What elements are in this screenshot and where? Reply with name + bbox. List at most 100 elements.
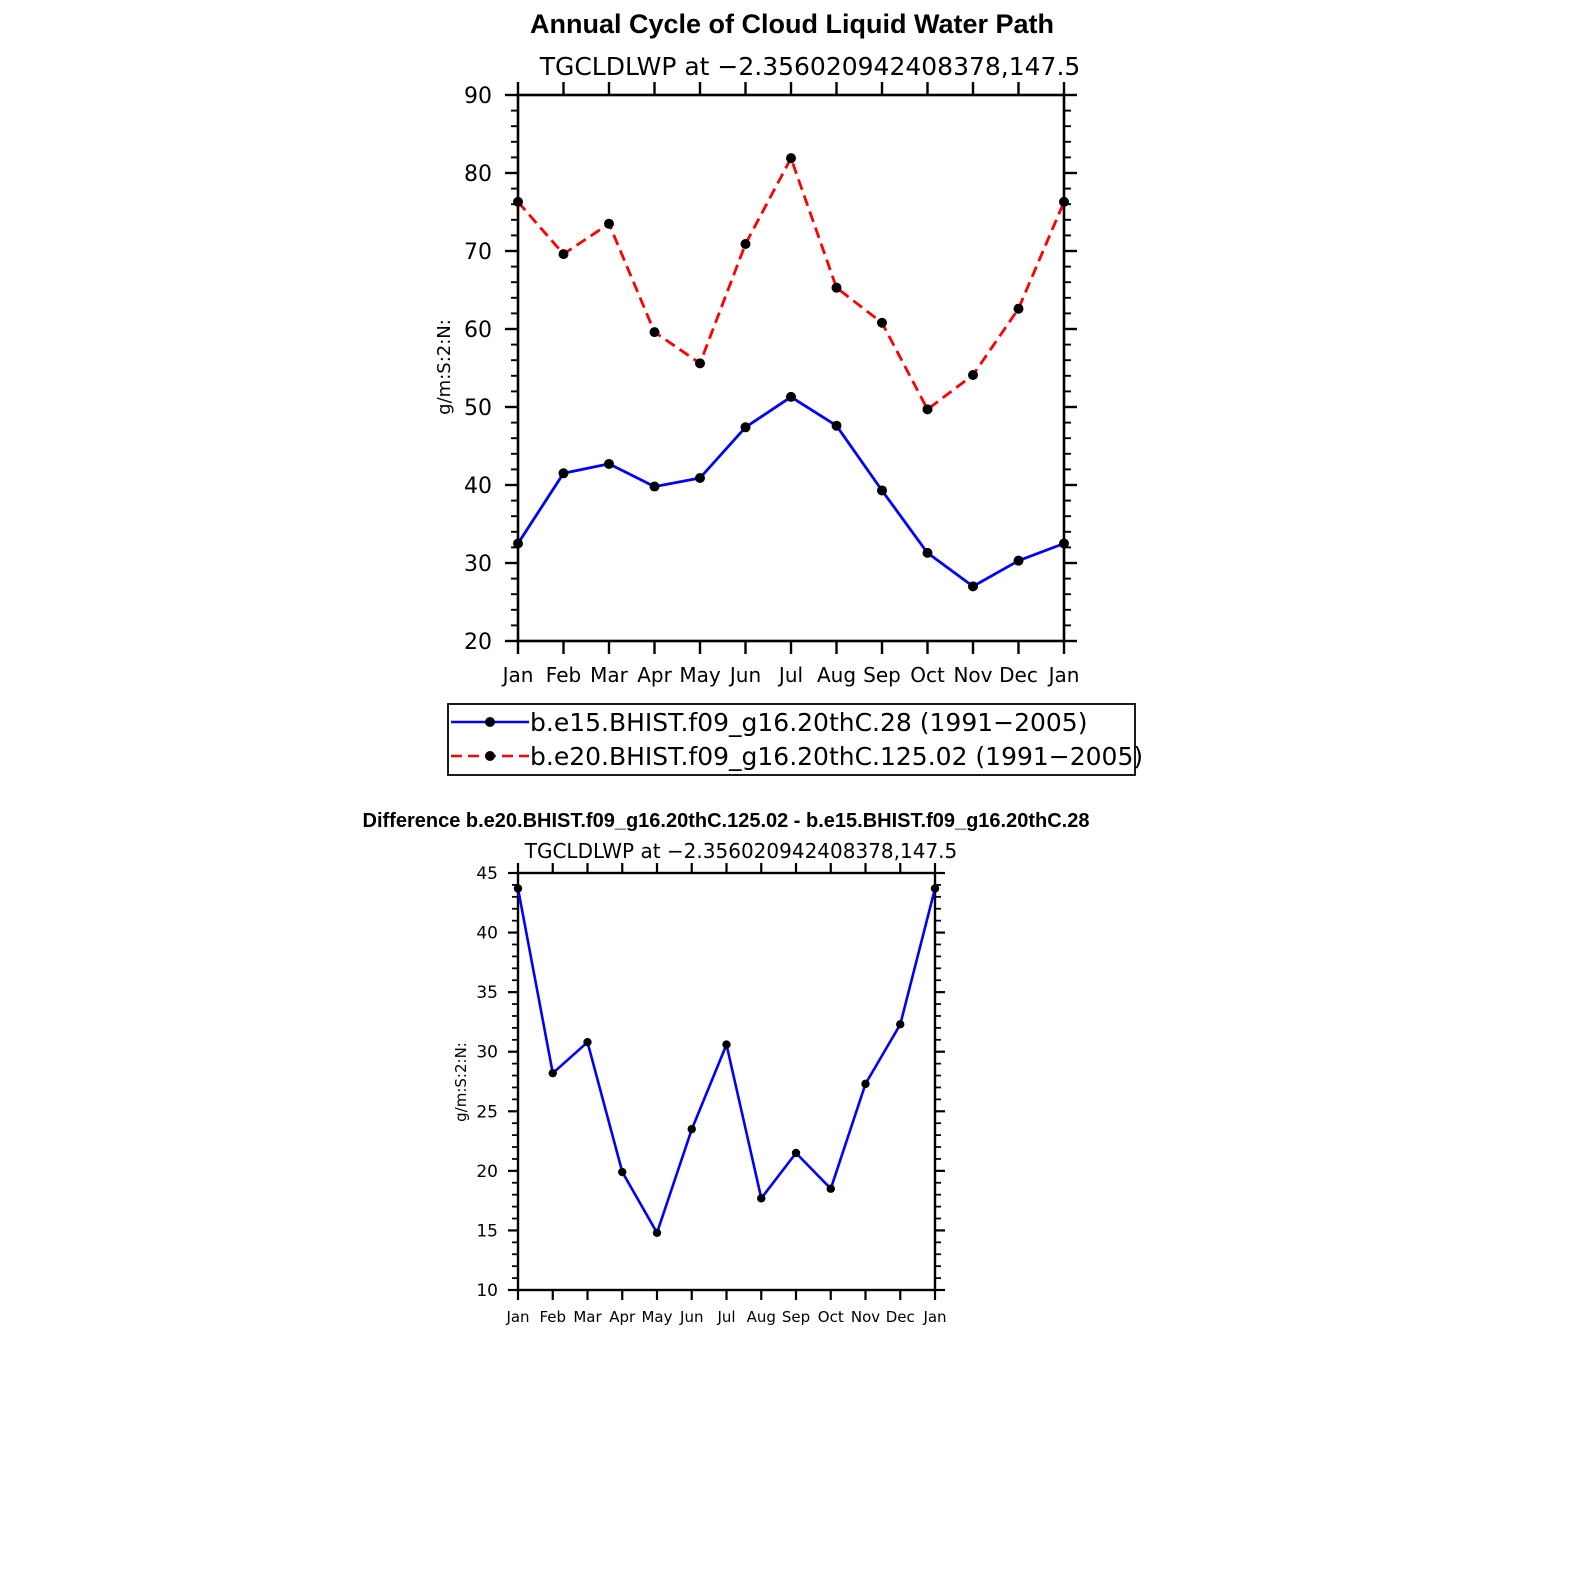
series-line-1 <box>516 888 937 1235</box>
y-tick-label: 70 <box>464 240 492 265</box>
x-tick-label: Dec <box>886 1308 915 1326</box>
x-tick-label: Apr <box>637 663 672 687</box>
x-tick-label: Jul <box>716 1308 735 1326</box>
data-point <box>1013 303 1024 314</box>
data-point <box>968 581 978 592</box>
data-point <box>786 391 796 402</box>
x-tick-label: Jan <box>505 1308 529 1326</box>
x-tick-label: Dec <box>999 663 1038 687</box>
plot-frame <box>516 93 1066 643</box>
legend-box <box>447 703 1136 776</box>
y-tick-label: 30 <box>464 552 492 577</box>
data-point <box>513 196 523 207</box>
chart2-ylabel: g/m:S:2:N: <box>452 1042 470 1122</box>
data-point <box>740 422 751 433</box>
y-tick-label: 80 <box>464 162 492 187</box>
chart1-axes: 20 30 40 50 60 70 80 90 Jan Feb Mar Apr May Jun Jul Aug… <box>464 82 1079 687</box>
y-tick-label: 45 <box>476 864 498 884</box>
y-tick-label: 30 <box>476 1043 498 1063</box>
data-point <box>930 884 940 893</box>
y-tick-label: 60 <box>464 318 492 343</box>
legend-label-series-2: b.e20.BHIST.f09_g16.20thC.125.02 (1991−2… <box>530 742 1143 771</box>
x-tick-label: Aug <box>747 1308 776 1326</box>
data-point <box>831 420 842 431</box>
x-tick-label: Feb <box>539 1308 566 1326</box>
data-point <box>968 370 978 381</box>
chart1-plot-area <box>513 153 1069 592</box>
data-point <box>695 472 705 483</box>
x-tick-label: Sep <box>782 1308 810 1326</box>
data-point <box>618 1167 627 1177</box>
chart2-axes: 10 15 20 25 30 35 40 45 Jan Feb Mar Apr May Jun Jul Aug… <box>476 863 947 1326</box>
data-point <box>922 547 933 558</box>
x-tick-label: Apr <box>609 1308 636 1326</box>
y-tick-label: 25 <box>476 1102 498 1122</box>
legend-swatch-marker-series-2 <box>485 751 495 761</box>
x-tick-label: Nov <box>851 1308 880 1326</box>
y-tick-label: 40 <box>464 474 492 499</box>
data-point <box>604 458 614 469</box>
data-point <box>513 538 523 549</box>
chart1-title: Annual Cycle of Cloud Liquid Water Path <box>530 9 1054 39</box>
x-tick-label: Mar <box>573 1308 602 1326</box>
y-tick-label: 15 <box>476 1221 498 1241</box>
data-point <box>896 1020 905 1029</box>
y-tick-label: 50 <box>464 396 492 421</box>
chart2-title: Difference b.e20.BHIST.f09_g16.20thC.125… <box>363 810 1090 832</box>
data-point <box>548 1068 557 1078</box>
difference-chart: Difference b.e20.BHIST.f09_g16.20thC.125… <box>363 810 1090 1326</box>
y-tick-label: 35 <box>476 983 498 1003</box>
x-tick-label: Nov <box>953 663 992 687</box>
data-point <box>786 153 796 164</box>
data-point <box>831 282 842 293</box>
y-tick-label: 20 <box>464 630 492 655</box>
data-point <box>558 468 569 479</box>
data-point <box>826 1184 835 1193</box>
series-line-2 <box>516 156 1066 411</box>
chart2-subtitle: TGCLDLWP at −2.356020942408378,147.5 <box>524 839 958 863</box>
data-point <box>695 358 705 369</box>
y-tick-label: 20 <box>476 1162 498 1182</box>
x-tick-label: Aug <box>817 663 856 687</box>
x-tick-label: May <box>641 1308 672 1326</box>
x-tick-label: Feb <box>546 663 581 687</box>
chart1-subtitle: TGCLDLWP at −2.356020942408378,147.5 <box>539 52 1081 81</box>
data-point <box>513 884 523 893</box>
x-tick-label: Jun <box>679 1308 703 1326</box>
data-point <box>1059 538 1069 549</box>
data-point <box>558 249 569 260</box>
data-point <box>757 1194 766 1203</box>
x-tick-label: Jan <box>1047 663 1080 687</box>
y-tick-label: 10 <box>476 1281 498 1301</box>
data-point <box>791 1148 801 1158</box>
data-point <box>583 1037 592 1047</box>
data-point <box>740 238 751 249</box>
data-point <box>649 327 660 338</box>
data-point <box>877 485 887 496</box>
data-point <box>877 317 887 328</box>
x-tick-label: Jan <box>501 663 534 687</box>
data-point <box>652 1228 662 1238</box>
data-point <box>687 1124 696 1134</box>
data-point <box>1013 555 1024 566</box>
chart1-ylabel: g/m:S:2:N: <box>434 319 455 415</box>
chart2-plot-area <box>513 884 940 1238</box>
series-line-1 <box>516 395 1065 588</box>
legend-swatch-marker-series-1 <box>485 717 495 727</box>
legend-label-series-1: b.e15.BHIST.f09_g16.20thC.28 (1991−2005) <box>530 708 1087 737</box>
chart1-legend: b.e15.BHIST.f09_g16.20thC.28 (1991−2005)… <box>447 703 1143 776</box>
x-tick-label: Jul <box>777 663 803 687</box>
x-tick-label: Jun <box>728 663 761 687</box>
data-point <box>861 1079 870 1089</box>
x-tick-label: Oct <box>818 1308 844 1326</box>
x-tick-label: Oct <box>910 663 945 687</box>
y-tick-label: 40 <box>476 924 498 944</box>
data-point <box>922 404 933 415</box>
x-tick-label: May <box>679 663 721 687</box>
data-point <box>649 481 660 492</box>
plot-frame <box>516 871 937 1292</box>
x-tick-label: Mar <box>590 663 629 687</box>
data-point <box>722 1040 731 1049</box>
x-tick-label: Sep <box>863 663 901 687</box>
